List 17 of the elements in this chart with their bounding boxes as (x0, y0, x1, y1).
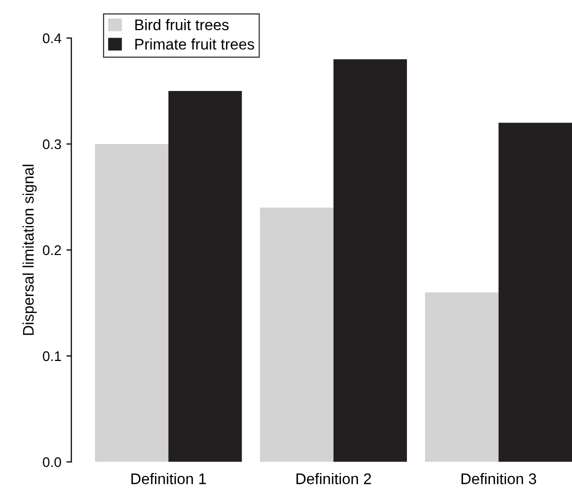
bar (333, 59, 407, 462)
y-tick-label: 0.3 (42, 139, 62, 150)
y-tick-label: 0.1 (42, 351, 61, 362)
x-tick-label: Definition 2 (296, 473, 371, 484)
y-tick-label: 0.2 (42, 245, 61, 256)
bar (94, 144, 168, 462)
legend-label: Primate fruit trees (135, 38, 254, 50)
y-axis-title: Dispersal limitation signal (22, 164, 37, 335)
y-tick-label: 0.0 (42, 457, 62, 468)
x-tick-label: Definition 1 (131, 473, 206, 484)
x-tick-label: Definition 3 (462, 473, 536, 484)
y-tick-label: 0.4 (42, 33, 62, 44)
bar (498, 122, 572, 462)
bar (260, 208, 334, 462)
bar (168, 91, 242, 462)
bar (425, 292, 499, 462)
legend-label: Bird fruit trees (135, 19, 229, 30)
